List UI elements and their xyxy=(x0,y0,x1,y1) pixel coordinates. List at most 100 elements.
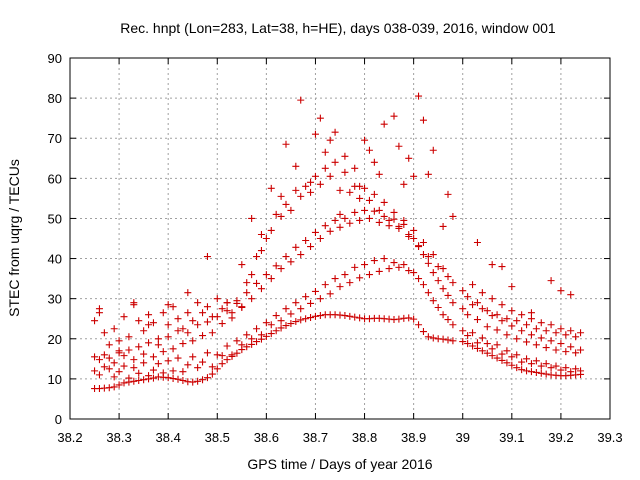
data-point xyxy=(321,148,329,156)
data-point xyxy=(488,261,496,269)
data-point xyxy=(375,267,383,275)
data-point xyxy=(140,350,148,358)
data-point xyxy=(503,359,511,367)
data-point xyxy=(508,283,516,291)
data-point xyxy=(184,309,192,317)
y-tick-label: 60 xyxy=(48,171,62,186)
data-point xyxy=(194,364,202,372)
data-point xyxy=(478,334,486,342)
data-point xyxy=(115,347,123,355)
data-point xyxy=(326,172,334,180)
data-point xyxy=(223,342,231,350)
data-point xyxy=(125,374,133,382)
data-point xyxy=(542,360,550,368)
data-point xyxy=(356,274,364,282)
data-point xyxy=(194,321,202,329)
data-point xyxy=(262,235,270,242)
data-point xyxy=(459,327,467,335)
data-point xyxy=(395,142,403,150)
data-point xyxy=(213,351,221,359)
data-point xyxy=(267,275,275,283)
data-point xyxy=(140,327,148,335)
data-point xyxy=(203,303,211,311)
data-point xyxy=(577,346,585,354)
data-point xyxy=(154,335,162,343)
data-point xyxy=(135,317,143,325)
data-point xyxy=(341,214,349,222)
y-tick-label: 40 xyxy=(48,252,62,267)
data-point xyxy=(105,384,113,392)
data-point xyxy=(218,305,226,313)
data-point xyxy=(218,360,226,368)
data-point xyxy=(164,357,172,365)
y-tick-label: 80 xyxy=(48,91,62,106)
data-point xyxy=(145,321,153,329)
data-point xyxy=(557,325,565,333)
data-point xyxy=(415,321,423,329)
data-point xyxy=(572,365,580,373)
data-point xyxy=(311,172,319,180)
data-point xyxy=(356,314,364,322)
data-point xyxy=(184,329,192,337)
x-tick-label: 38.7 xyxy=(303,430,328,445)
data-point xyxy=(390,259,398,267)
data-point xyxy=(483,349,491,357)
data-point xyxy=(115,337,123,345)
data-point xyxy=(154,341,162,349)
data-point xyxy=(464,332,472,340)
data-point xyxy=(159,369,167,377)
data-point xyxy=(552,329,560,337)
data-point xyxy=(145,311,153,319)
data-point xyxy=(542,370,550,378)
data-point xyxy=(272,327,280,335)
data-point xyxy=(473,339,481,347)
data-point xyxy=(169,303,177,311)
data-point xyxy=(336,283,344,291)
y-tick-label: 10 xyxy=(48,372,62,387)
data-point xyxy=(199,358,207,366)
data-point xyxy=(498,263,506,271)
data-point xyxy=(577,367,585,375)
data-point xyxy=(493,341,501,349)
data-point xyxy=(257,230,265,238)
data-point xyxy=(115,368,123,376)
data-point xyxy=(282,322,290,330)
data-point xyxy=(194,377,202,385)
data-point xyxy=(518,366,526,374)
data-point xyxy=(557,287,565,295)
data-point xyxy=(488,295,496,303)
data-point xyxy=(405,314,413,322)
data-point xyxy=(370,257,378,265)
data-point xyxy=(405,232,413,240)
data-point xyxy=(145,372,153,380)
data-point xyxy=(297,192,305,200)
data-point xyxy=(174,327,182,335)
data-point xyxy=(110,383,118,391)
data-point xyxy=(449,321,457,329)
data-point xyxy=(527,360,535,368)
data-point xyxy=(267,184,275,192)
data-point xyxy=(370,190,378,198)
data-point xyxy=(238,341,246,349)
data-point xyxy=(145,339,153,347)
data-point xyxy=(444,336,452,344)
data-point xyxy=(311,130,319,138)
data-point xyxy=(365,146,373,154)
data-point xyxy=(262,332,270,340)
data-point xyxy=(351,164,359,172)
data-point xyxy=(385,265,393,273)
data-point xyxy=(572,349,580,357)
data-point xyxy=(370,207,378,215)
data-point xyxy=(120,379,128,387)
data-point xyxy=(287,206,295,214)
data-point xyxy=(527,309,535,317)
data-point xyxy=(493,354,501,362)
data-point xyxy=(415,92,423,100)
data-point xyxy=(292,299,300,307)
data-point xyxy=(282,200,290,208)
data-point xyxy=(444,190,452,198)
data-point xyxy=(130,356,138,364)
data-point xyxy=(253,338,261,346)
data-point xyxy=(184,289,192,297)
data-point xyxy=(316,312,324,320)
